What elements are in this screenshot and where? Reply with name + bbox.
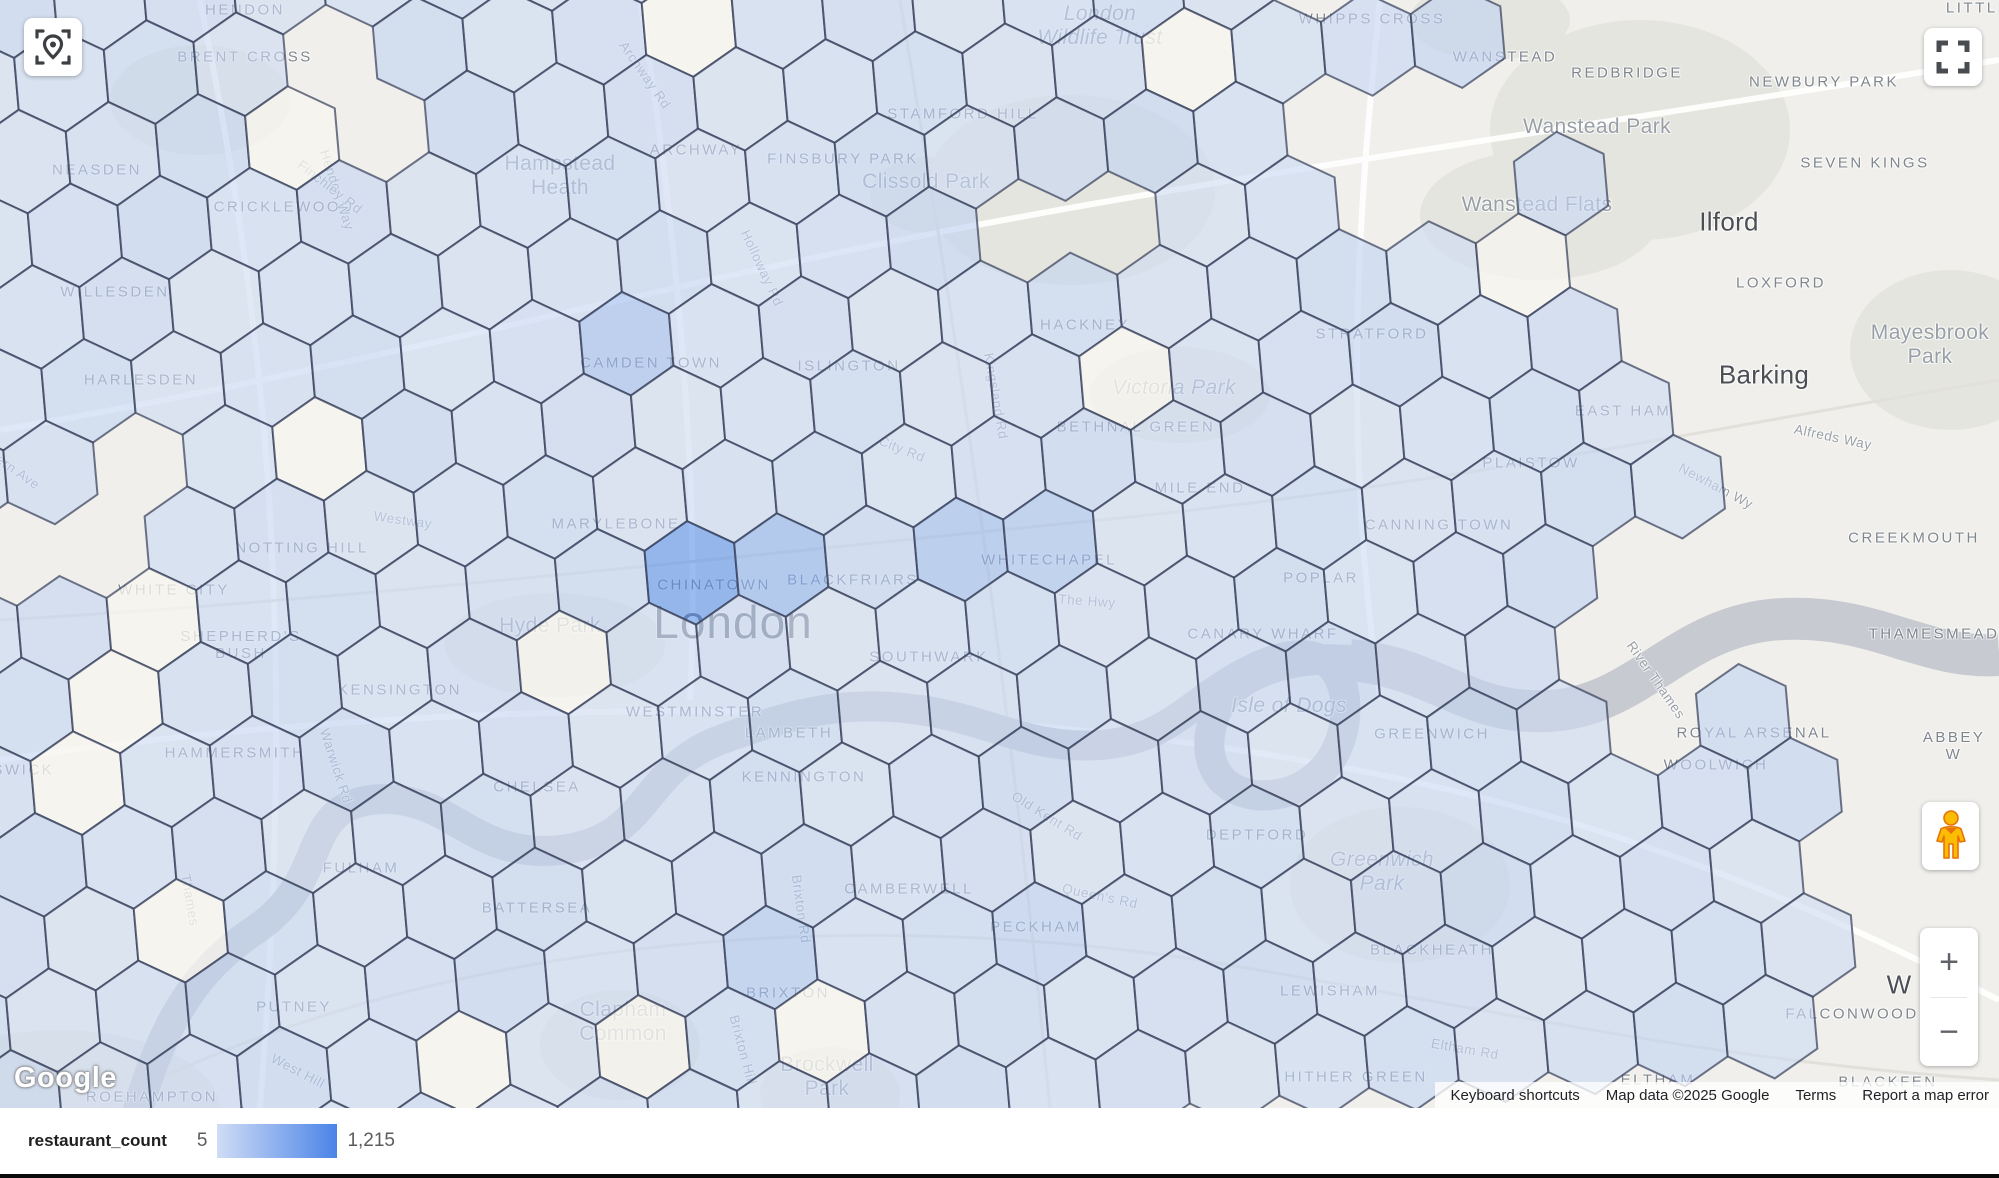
keyboard-shortcuts-link[interactable]: Keyboard shortcuts [1450,1086,1580,1104]
hexbin-cell[interactable] [1408,0,1507,92]
legend-max-value: 1,215 [347,1130,395,1151]
hexbin-cell[interactable] [1721,971,1820,1082]
fullscreen-icon [1936,40,1970,74]
terms-link[interactable]: Terms [1795,1086,1837,1104]
pegman-icon [1935,810,1966,859]
zoom-out-button[interactable]: − [1939,1012,1959,1051]
hexbin-cell[interactable] [1319,0,1418,100]
legend-gradient-swatch [217,1124,338,1158]
fullscreen-button[interactable] [1924,28,1982,86]
hexbin-cell[interactable] [1628,431,1727,542]
attribution-bar: Keyboard shortcuts Map data ©2025 Google… [1434,1082,1999,1108]
legend-bar: restaurant_count 5 1,215 [0,1108,1999,1174]
locate-button[interactable] [24,18,82,76]
pegman-streetview-control[interactable] [1922,802,1979,870]
zoom-in-button[interactable]: + [1939,942,1959,981]
locate-pin-icon [35,29,71,65]
map-data-copyright: Map data ©2025 Google [1605,1086,1770,1104]
legend-field-label: restaurant_count [28,1131,167,1150]
hexbin-cell[interactable] [1,417,100,528]
zoom-control[interactable]: + − [1920,928,1978,1066]
window-bottom-edge [0,1174,1999,1178]
map-canvas[interactable]: HENDONBRENT CROSSNEASDENCRICKLEWOODWILLE… [0,0,1999,1108]
report-map-error-link[interactable]: Report a map error [1862,1086,1989,1104]
legend-min-value: 5 [196,1130,208,1151]
hexbin-overlay[interactable] [0,0,1999,1108]
zoom-divider [1931,996,1967,998]
google-watermark: Google [14,1062,117,1094]
